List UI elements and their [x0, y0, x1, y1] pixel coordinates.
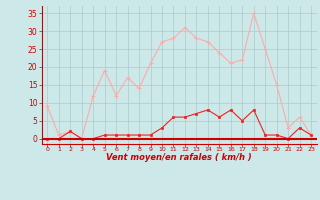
X-axis label: Vent moyen/en rafales ( km/h ): Vent moyen/en rafales ( km/h ) [106, 153, 252, 162]
